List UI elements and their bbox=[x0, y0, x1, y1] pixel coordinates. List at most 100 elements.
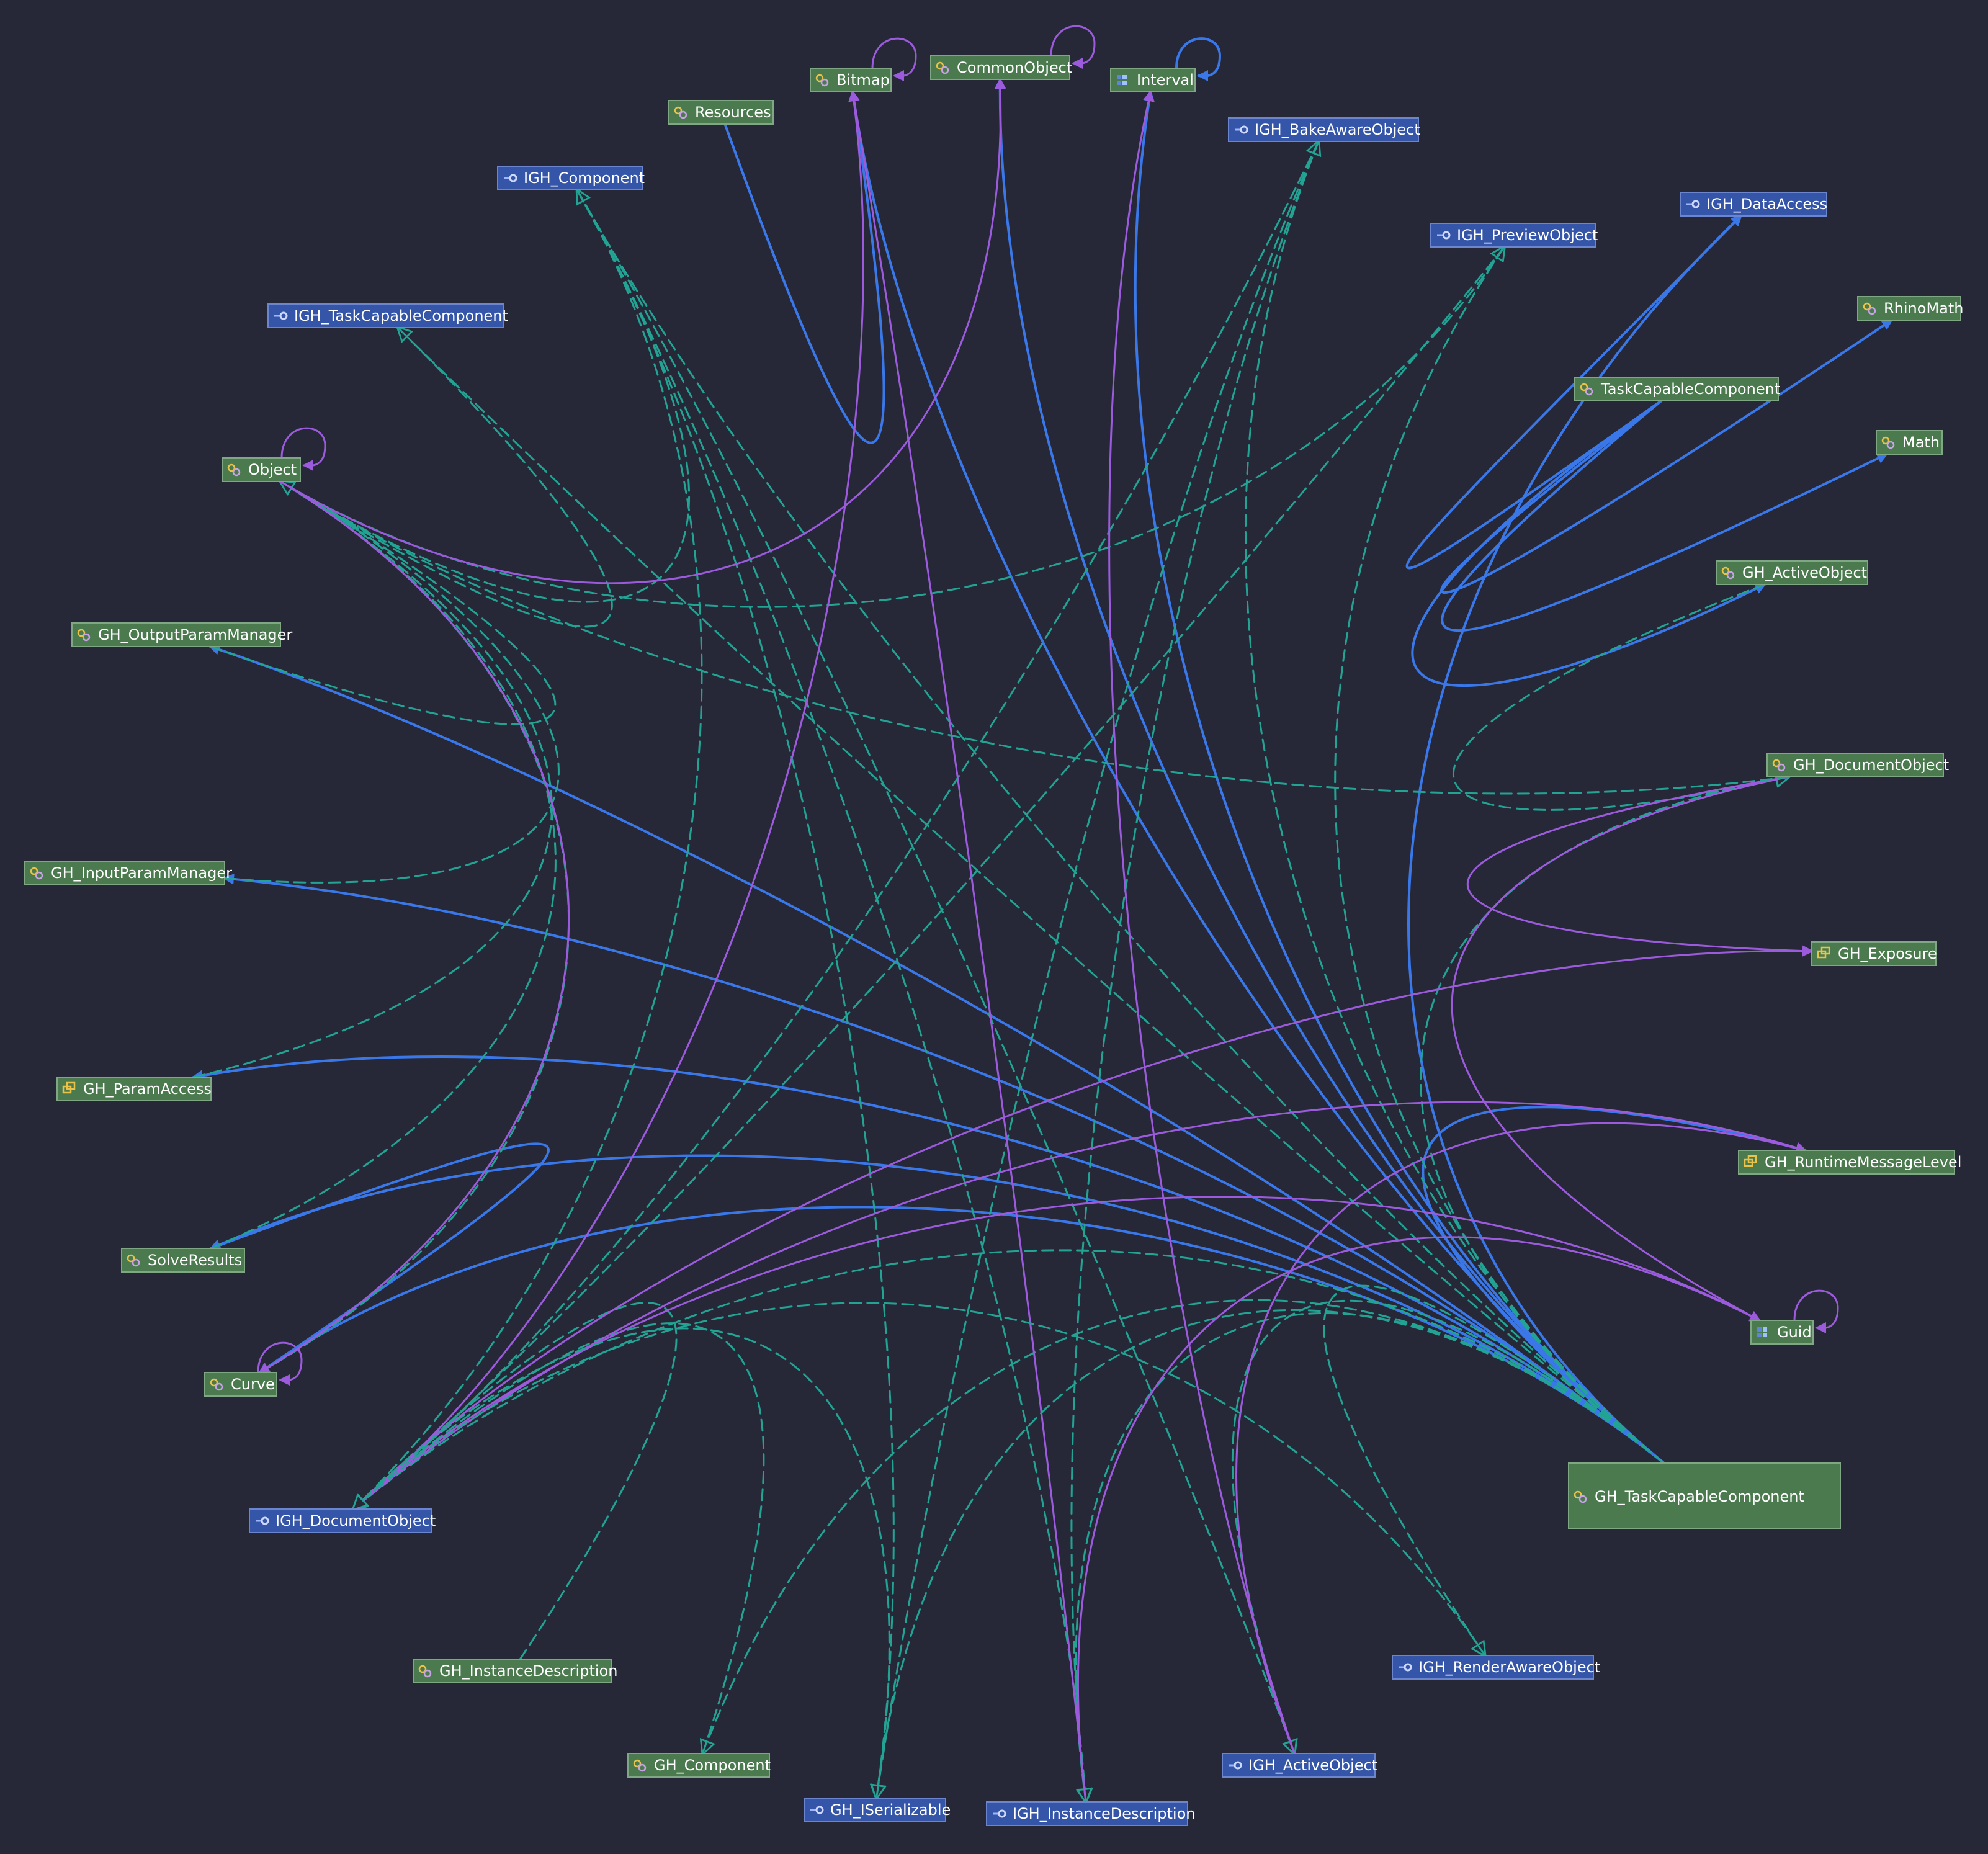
node-Guid[interactable]: Guid bbox=[1750, 1320, 1814, 1345]
node-GH_RuntimeMessageLevel[interactable]: GH_RuntimeMessageLevel bbox=[1738, 1150, 1961, 1175]
node-IGH_Component[interactable]: IGH_Component bbox=[497, 166, 645, 190]
edge-association-SolveResults-to-Curve bbox=[210, 1142, 550, 1374]
node-box bbox=[1430, 223, 1596, 248]
edge-implements-IGH_BakeAwareObject-to-IGH_DocumentObject bbox=[354, 140, 1320, 1509]
node-label: IGH_Component bbox=[524, 169, 645, 187]
node-GH_Component[interactable]: GH_Component bbox=[627, 1753, 771, 1778]
node-CommonObject[interactable]: CommonObject bbox=[930, 55, 1072, 80]
node-label: Guid bbox=[1777, 1323, 1812, 1341]
node-RhinoMath[interactable]: RhinoMath bbox=[1857, 296, 1963, 321]
node-box bbox=[1228, 117, 1419, 142]
edge-implements-Curve-to-Object bbox=[259, 481, 570, 1374]
edge-dependency-GH_DocumentObject-to-GH_Exposure bbox=[1467, 776, 1814, 957]
node-box bbox=[413, 1659, 612, 1683]
node-label: Resources bbox=[695, 104, 771, 121]
node-box bbox=[267, 303, 504, 328]
node-box bbox=[1568, 1462, 1841, 1529]
node-label: IGH_DataAccess bbox=[1706, 195, 1827, 213]
node-Curve[interactable]: Curve bbox=[204, 1372, 277, 1397]
edge-implements-GH_Component-to-IGH_DocumentObject bbox=[354, 1322, 765, 1755]
node-label: SolveResults bbox=[148, 1252, 242, 1269]
node-IGH_BakeAwareObject[interactable]: IGH_BakeAwareObject bbox=[1228, 117, 1420, 142]
node-GH_InputParamManager[interactable]: GH_InputParamManager bbox=[24, 861, 232, 885]
edge-dependency-IGH_DocumentObject-to-Bitmap bbox=[352, 90, 864, 1510]
edge-implements-GH_TaskCapableComponent-to-IGH_TaskCapableComponent bbox=[398, 328, 1665, 1464]
edge-association-GH_TaskCapableComponent-to-SolveResults bbox=[209, 1154, 1665, 1464]
node-box bbox=[1750, 1320, 1814, 1345]
node-GH_TaskCapableComponent[interactable]: GH_TaskCapableComponent bbox=[1568, 1462, 1841, 1529]
edge-implements-IGH_BakeAwareObject-to-IGH_InstanceDescription bbox=[1070, 140, 1320, 1802]
edge-dependency-Object-to-Curve bbox=[258, 480, 570, 1374]
node-label: Math bbox=[1902, 434, 1940, 451]
node-IGH_ActiveObject[interactable]: IGH_ActiveObject bbox=[1222, 1753, 1377, 1778]
node-box bbox=[71, 622, 281, 647]
interface-icon bbox=[1229, 1761, 1242, 1770]
node-IGH_DocumentObject[interactable]: IGH_DocumentObject bbox=[249, 1508, 436, 1533]
edge-dependency-Object-to-Object bbox=[280, 427, 326, 472]
edge-association-TaskCapableComponent-to-RhinoMath bbox=[1440, 319, 1893, 594]
node-label: GH_ActiveObject bbox=[1742, 564, 1867, 581]
node-SolveResults[interactable]: SolveResults bbox=[121, 1248, 245, 1273]
edge-dependency-IGH_ActiveObject-to-GH_RuntimeMessageLevel bbox=[1235, 1122, 1807, 1755]
node-Bitmap[interactable]: Bitmap bbox=[810, 68, 892, 92]
edge-association-Interval-to-Interval bbox=[1175, 37, 1222, 82]
edge-dependency-Guid-to-Guid bbox=[1793, 1289, 1839, 1334]
edge-dependency-Object-to-CommonObject bbox=[279, 78, 1006, 584]
node-IGH_PreviewObject[interactable]: IGH_PreviewObject bbox=[1430, 223, 1598, 248]
node-box bbox=[986, 1801, 1188, 1826]
edge-implements-GH_TaskCapableComponent-to-GH_DocumentObject bbox=[1420, 777, 1789, 1464]
enum-icon bbox=[1744, 1155, 1757, 1167]
edge-implements-GH_TaskCapableComponent-to-IGH_DocumentObject bbox=[354, 1249, 1665, 1509]
node-IGH_DataAccess[interactable]: IGH_DataAccess bbox=[1680, 192, 1827, 217]
node-label: GH_OutputParamManager bbox=[98, 626, 292, 643]
node-IGH_InstanceDescription[interactable]: IGH_InstanceDescription bbox=[986, 1801, 1196, 1826]
node-TaskCapableComponent[interactable]: TaskCapableComponent bbox=[1574, 377, 1780, 401]
node-GH_Exposure[interactable]: GH_Exposure bbox=[1811, 941, 1937, 966]
edge-association-Resources-to-Bitmap bbox=[723, 90, 885, 444]
node-GH_ActiveObject[interactable]: GH_ActiveObject bbox=[1716, 560, 1868, 585]
node-Resources[interactable]: Resources bbox=[668, 100, 774, 125]
node-GH_OutputParamManager[interactable]: GH_OutputParamManager bbox=[71, 622, 292, 647]
node-label: RhinoMath bbox=[1884, 300, 1963, 317]
edge-association-GH_TaskCapableComponent-to-GH_ParamAccess bbox=[191, 1055, 1665, 1464]
node-box bbox=[1222, 1753, 1376, 1778]
edge-dependency-CommonObject-to-CommonObject bbox=[1050, 25, 1096, 69]
edge-dependency-IGH_DocumentObject-to-GH_RuntimeMessageLevel bbox=[352, 1101, 1807, 1510]
edge-implements-IGH_ISerializable-to-IGH_DocumentObject bbox=[354, 1327, 890, 1799]
node-box bbox=[1392, 1655, 1594, 1680]
node-box bbox=[121, 1248, 245, 1273]
node-IGH_TaskCapableComponent[interactable]: IGH_TaskCapableComponent bbox=[267, 303, 508, 328]
node-IGH_ISerializable[interactable]: GH_ISerializable bbox=[804, 1798, 951, 1822]
struct-icon bbox=[1757, 1327, 1767, 1337]
edge-implements-GH_InputParamManager-to-Object bbox=[223, 481, 560, 884]
node-Object[interactable]: Object bbox=[222, 457, 301, 482]
class-icon bbox=[1881, 436, 1895, 449]
node-box bbox=[1680, 192, 1827, 217]
class-icon bbox=[210, 1378, 223, 1391]
node-GH_DocumentObject[interactable]: GH_DocumentObject bbox=[1766, 753, 1949, 777]
node-IGH_RenderAwareObject[interactable]: IGH_RenderAwareObject bbox=[1392, 1655, 1600, 1680]
node-GH_ParamAccess[interactable]: GH_ParamAccess bbox=[56, 1077, 212, 1101]
node-label: CommonObject bbox=[957, 59, 1072, 76]
edge-implements-IGH_RenderAwareObject-to-IGH_DocumentObject bbox=[354, 1302, 1486, 1657]
node-label: Curve bbox=[231, 1376, 275, 1393]
enum-icon bbox=[1817, 946, 1830, 959]
node-box bbox=[1811, 941, 1937, 966]
node-label: Object bbox=[248, 461, 297, 478]
node-label: GH_TaskCapableComponent bbox=[1595, 1488, 1804, 1505]
node-label: GH_DocumentObject bbox=[1793, 756, 1949, 774]
node-box bbox=[1766, 753, 1944, 777]
node-label: IGH_BakeAwareObject bbox=[1255, 121, 1420, 138]
class-icon bbox=[1772, 759, 1786, 772]
edge-dependency-GH_DocumentObject-to-Guid bbox=[1451, 776, 1790, 1322]
node-label: GH_ParamAccess bbox=[83, 1080, 212, 1098]
interface-icon bbox=[993, 1809, 1006, 1818]
edge-implements-IGH_TaskCapableComponent-to-Object bbox=[280, 326, 613, 628]
node-Interval[interactable]: Interval bbox=[1110, 68, 1196, 92]
node-GH_InstanceDescription[interactable]: GH_InstanceDescription bbox=[413, 1659, 617, 1683]
interface-icon bbox=[1399, 1663, 1412, 1672]
node-label: Bitmap bbox=[836, 71, 890, 89]
edge-dependency-IGH_DocumentObject-to-GH_Exposure bbox=[352, 945, 1814, 1510]
node-box bbox=[627, 1753, 770, 1778]
node-Math[interactable]: Math bbox=[1876, 430, 1943, 455]
